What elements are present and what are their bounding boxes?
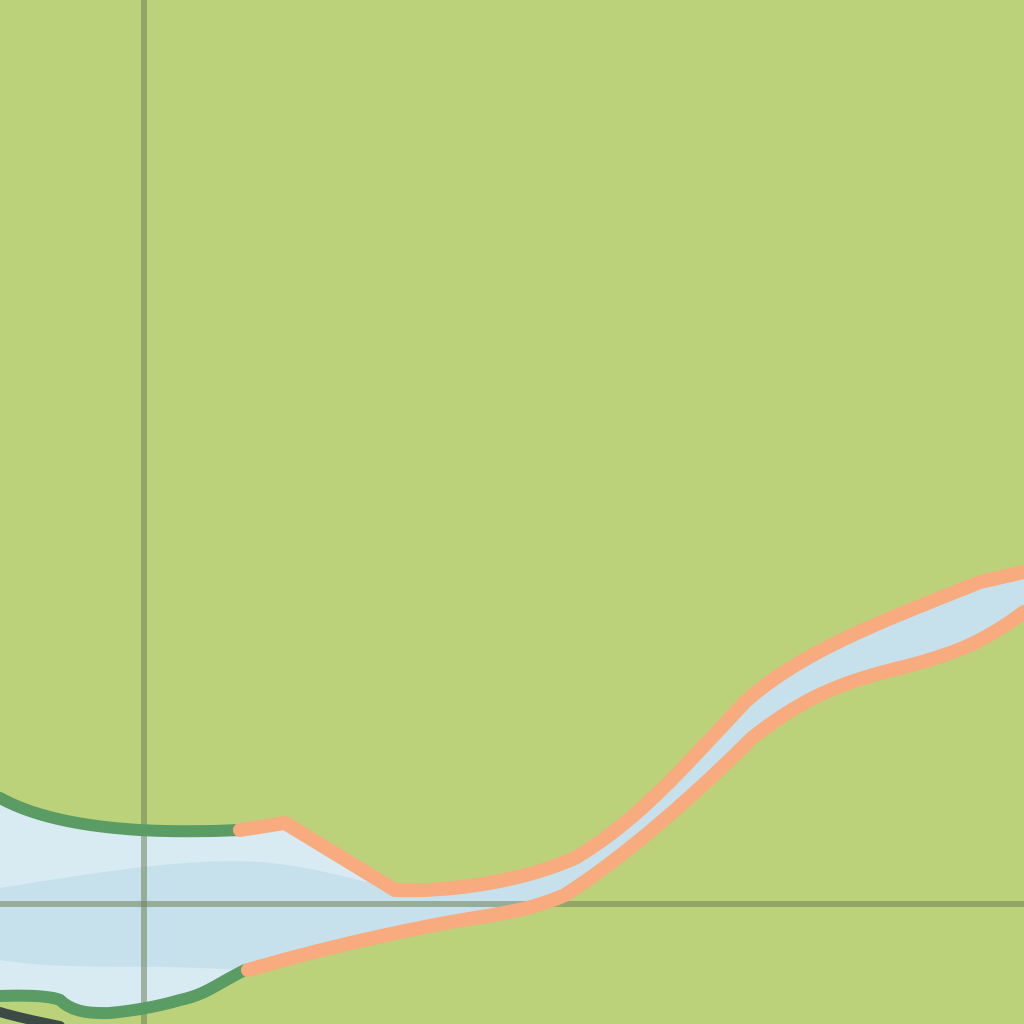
trail-green-upper — [0, 792, 246, 838]
river-water — [0, 572, 1024, 1010]
trail-orange-south — [241, 605, 1024, 977]
river-shallows — [0, 800, 390, 888]
trail-orange-north — [233, 565, 1024, 898]
trail-dark — [0, 1007, 65, 1024]
trail-green-lower — [0, 964, 251, 1020]
